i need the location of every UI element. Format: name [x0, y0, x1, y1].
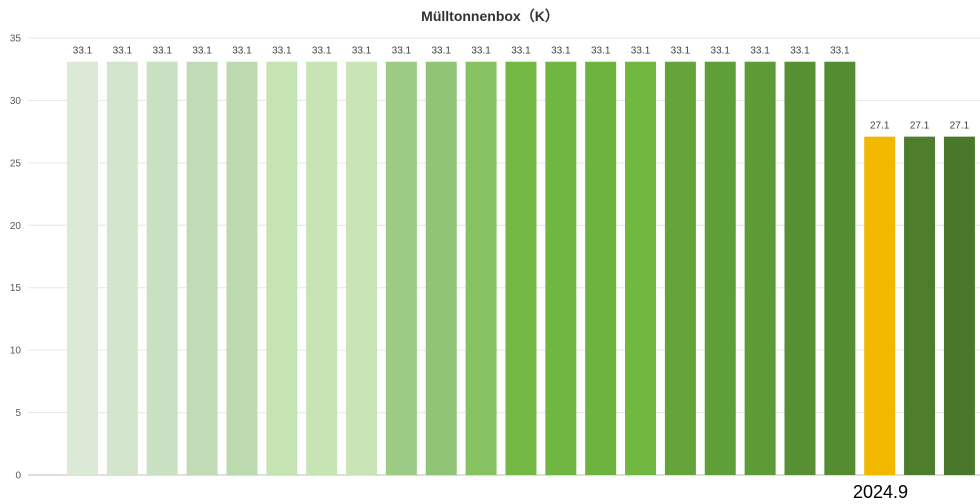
bar	[664, 61, 696, 475]
bar	[744, 61, 776, 475]
chart-title: Mülltonnenbox（K）	[421, 8, 559, 24]
data-label: 33.1	[591, 46, 611, 57]
y-tick-label: 30	[10, 96, 22, 107]
bar	[864, 136, 896, 475]
data-label: 33.1	[272, 46, 292, 57]
bar	[505, 61, 537, 475]
data-label: 27.1	[950, 121, 970, 132]
bar	[425, 61, 457, 475]
gridlines	[28, 37, 980, 476]
bar	[943, 136, 975, 475]
data-label: 33.1	[192, 46, 212, 57]
data-label: 33.1	[671, 46, 691, 57]
data-label: 33.1	[631, 46, 651, 57]
y-tick-label: 15	[10, 283, 22, 294]
bar	[106, 61, 138, 475]
data-label: 27.1	[910, 121, 930, 132]
bars	[67, 61, 975, 475]
bar	[904, 136, 936, 475]
data-label: 33.1	[392, 46, 412, 57]
data-label: 33.1	[471, 46, 491, 57]
data-label: 33.1	[432, 46, 452, 57]
data-label: 33.1	[232, 46, 252, 57]
data-label: 33.1	[352, 46, 372, 57]
bar	[226, 61, 258, 475]
bar	[306, 61, 338, 475]
y-tick-label: 0	[15, 471, 21, 482]
data-label: 33.1	[750, 46, 770, 57]
annotation-label: 2024.9	[853, 482, 909, 502]
data-label: 33.1	[73, 46, 93, 57]
bar	[585, 61, 617, 475]
y-tick-label: 25	[10, 158, 22, 169]
data-label: 27.1	[870, 121, 890, 132]
y-axis-ticks: 0 5 10 15 20 25 30 35	[10, 34, 22, 482]
y-tick-label: 10	[10, 346, 22, 357]
data-label: 33.1	[790, 46, 810, 57]
data-label: 33.1	[830, 46, 850, 57]
bar	[346, 61, 378, 475]
data-label: 33.1	[113, 46, 133, 57]
bar	[465, 61, 497, 475]
data-label: 33.1	[551, 46, 571, 57]
y-tick-label: 35	[10, 34, 22, 45]
bar	[385, 61, 417, 475]
bar	[67, 61, 98, 475]
bar	[784, 61, 816, 475]
data-label: 33.1	[711, 46, 731, 57]
y-tick-label: 5	[15, 408, 21, 419]
bar	[146, 61, 178, 475]
bar	[186, 61, 218, 475]
bar	[824, 61, 856, 475]
bar	[625, 61, 657, 475]
y-tick-label: 20	[10, 221, 22, 232]
data-label: 33.1	[152, 46, 172, 57]
data-labels: 33.1 33.1 33.1 33.1 33.1 33.1 33.1 33.1 33.1 33.1…	[73, 46, 970, 132]
data-label: 33.1	[511, 46, 531, 57]
bar	[545, 61, 577, 475]
bar	[266, 61, 298, 475]
data-label: 33.1	[312, 46, 332, 57]
bar	[704, 61, 736, 475]
